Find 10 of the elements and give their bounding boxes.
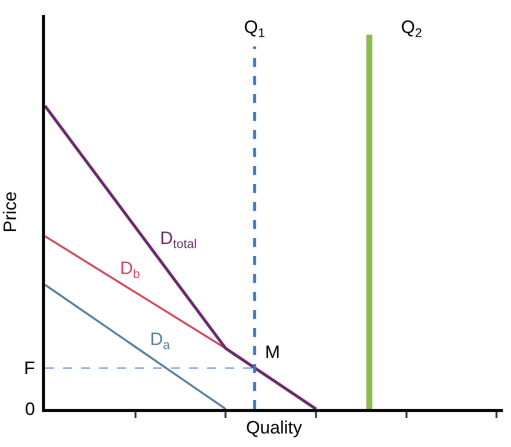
ref-line-label: F bbox=[24, 358, 35, 378]
text: Q$_{2}$ bbox=[401, 17, 422, 40]
annotation: D$_{total}$ bbox=[160, 228, 197, 251]
annotation: D$_{b}$ bbox=[120, 258, 140, 281]
text: 0 bbox=[25, 399, 36, 419]
annotation: M bbox=[265, 342, 280, 362]
text: Q$_{1}$ bbox=[244, 17, 266, 40]
x-axis-title: Quality bbox=[246, 418, 302, 438]
y-axis-title: Price bbox=[0, 191, 20, 233]
annotation: D$_{a}$ bbox=[150, 329, 170, 352]
